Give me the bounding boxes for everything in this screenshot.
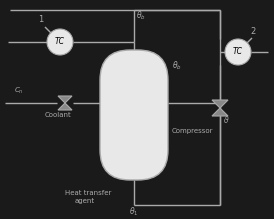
Text: TC: TC [55,37,65,46]
Circle shape [47,29,73,55]
Polygon shape [212,100,228,108]
Text: Compressor: Compressor [172,128,213,134]
Polygon shape [58,103,72,110]
Text: 1: 1 [38,15,43,24]
Text: $\theta_b$: $\theta_b$ [136,9,146,21]
Text: 2: 2 [250,27,255,36]
Circle shape [225,39,251,65]
Text: $\vartheta$: $\vartheta$ [223,114,230,125]
Text: Coolant: Coolant [45,112,72,118]
Polygon shape [212,108,228,116]
Text: $C_n$: $C_n$ [14,86,24,96]
Polygon shape [58,96,72,103]
Text: Heat transfer: Heat transfer [65,190,111,196]
Text: $\theta_1$: $\theta_1$ [129,205,139,217]
FancyBboxPatch shape [100,50,168,180]
Text: TC: TC [233,48,243,57]
Text: $\theta_b$: $\theta_b$ [172,59,182,71]
Text: agent: agent [75,198,95,204]
